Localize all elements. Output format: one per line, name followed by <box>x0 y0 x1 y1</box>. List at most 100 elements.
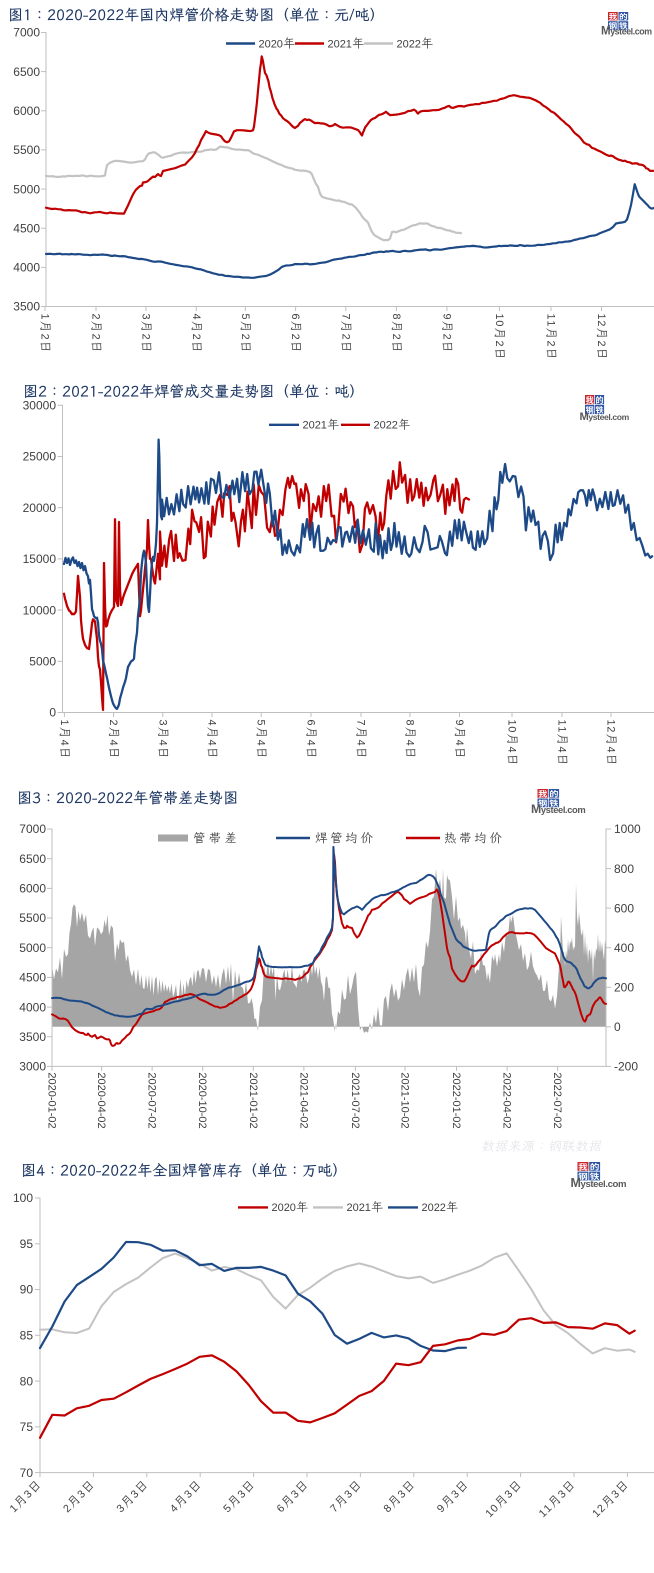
svg-text:1: 1 <box>605 720 617 726</box>
svg-text:7000: 7000 <box>19 822 46 836</box>
svg-text:85: 85 <box>20 1329 34 1343</box>
svg-text:80: 80 <box>20 1374 34 1388</box>
svg-text:2020-07-02: 2020-07-02 <box>146 1072 158 1128</box>
svg-text:0: 0 <box>493 320 505 326</box>
svg-text:7000: 7000 <box>13 26 40 40</box>
svg-text:1: 1 <box>58 720 70 726</box>
svg-text:4: 4 <box>453 740 465 746</box>
svg-text:2020-01-02: 2020-01-02 <box>46 1072 58 1128</box>
svg-text:5000: 5000 <box>29 655 56 669</box>
svg-text:5: 5 <box>255 720 267 726</box>
svg-text:4: 4 <box>255 740 267 746</box>
svg-text:1: 1 <box>556 720 568 726</box>
svg-text:4: 4 <box>605 747 617 753</box>
svg-text:2: 2 <box>493 341 505 347</box>
svg-text:400: 400 <box>614 941 634 955</box>
svg-text:4: 4 <box>506 747 518 753</box>
svg-text:6: 6 <box>289 314 301 320</box>
svg-text:0: 0 <box>278 1202 284 1214</box>
svg-text:4: 4 <box>355 740 367 746</box>
svg-text:4000: 4000 <box>13 261 40 275</box>
svg-text:10000: 10000 <box>23 603 57 617</box>
svg-text:-200: -200 <box>614 1060 638 1074</box>
svg-text:2: 2 <box>440 334 452 340</box>
svg-text:30000: 30000 <box>23 399 57 413</box>
svg-text:2: 2 <box>271 38 277 50</box>
svg-text:0: 0 <box>428 1202 434 1214</box>
svg-text:2: 2 <box>374 420 380 432</box>
svg-text:3000: 3000 <box>19 1060 46 1074</box>
svg-text:2: 2 <box>328 38 334 50</box>
svg-text:100: 100 <box>13 1191 33 1205</box>
svg-text:0: 0 <box>265 38 271 50</box>
svg-text:2: 2 <box>390 334 402 340</box>
svg-text:75: 75 <box>20 1420 34 1434</box>
svg-text:9: 9 <box>453 720 465 726</box>
svg-text:4000: 4000 <box>19 1000 46 1014</box>
svg-text:1: 1 <box>545 314 557 320</box>
svg-text:2: 2 <box>303 420 309 432</box>
svg-text:1: 1 <box>545 320 557 326</box>
svg-text:2: 2 <box>545 341 557 347</box>
svg-text:4: 4 <box>190 314 202 320</box>
svg-text:7: 7 <box>355 720 367 726</box>
svg-text:2: 2 <box>605 726 617 732</box>
svg-text:600: 600 <box>614 901 634 915</box>
svg-text:2021-01-02: 2021-01-02 <box>247 1072 259 1128</box>
svg-text:1: 1 <box>346 38 352 50</box>
svg-text:2: 2 <box>595 341 607 347</box>
svg-text:2: 2 <box>284 1202 290 1214</box>
svg-text:3500: 3500 <box>19 1030 46 1044</box>
svg-text:0: 0 <box>614 1020 621 1034</box>
svg-text:1: 1 <box>595 314 607 320</box>
svg-text:2022-07-02: 2022-07-02 <box>551 1072 563 1128</box>
svg-text:0: 0 <box>334 38 340 50</box>
svg-text:5: 5 <box>239 314 251 320</box>
svg-text:2: 2 <box>347 1202 353 1214</box>
svg-text:2: 2 <box>415 38 421 50</box>
svg-text:0: 0 <box>277 38 283 50</box>
svg-text:6000: 6000 <box>19 882 46 896</box>
svg-text:2020-04-02: 2020-04-02 <box>95 1072 107 1128</box>
svg-text:0: 0 <box>309 420 315 432</box>
svg-text:2: 2 <box>340 38 346 50</box>
svg-text:2: 2 <box>107 720 119 726</box>
svg-text:2: 2 <box>39 334 51 340</box>
svg-text:1000: 1000 <box>614 822 641 836</box>
svg-text:0: 0 <box>49 706 56 720</box>
svg-text:3: 3 <box>156 720 168 726</box>
svg-text:Mysteel.com: Mysteel.com <box>531 802 585 816</box>
svg-text:4: 4 <box>206 720 218 726</box>
svg-text:95: 95 <box>20 1237 34 1251</box>
svg-text:1: 1 <box>493 314 505 320</box>
svg-text:0: 0 <box>380 420 386 432</box>
svg-text:0: 0 <box>403 38 409 50</box>
svg-text:5500: 5500 <box>19 911 46 925</box>
svg-text:2: 2 <box>409 38 415 50</box>
svg-text:1: 1 <box>556 726 568 732</box>
svg-text:2: 2 <box>386 420 392 432</box>
svg-text:70: 70 <box>20 1466 34 1480</box>
svg-text:2: 2 <box>90 314 102 320</box>
svg-text:Mysteel.com: Mysteel.com <box>580 411 630 423</box>
svg-text:5500: 5500 <box>13 143 40 157</box>
svg-text:Mysteel.com: Mysteel.com <box>601 25 652 37</box>
svg-text:2: 2 <box>440 1202 446 1214</box>
svg-text:4: 4 <box>206 740 218 746</box>
svg-text:2022-01-02: 2022-01-02 <box>450 1072 462 1128</box>
svg-text:2020-10-02: 2020-10-02 <box>196 1072 208 1128</box>
svg-text:2: 2 <box>392 420 398 432</box>
svg-text:4: 4 <box>305 740 317 746</box>
svg-text:4: 4 <box>156 740 168 746</box>
svg-text:2022-04-02: 2022-04-02 <box>501 1072 513 1128</box>
svg-text:2: 2 <box>315 420 321 432</box>
svg-text:1: 1 <box>365 1202 371 1214</box>
svg-text:2: 2 <box>289 334 301 340</box>
svg-text:4: 4 <box>107 740 119 746</box>
svg-text:20000: 20000 <box>23 501 57 515</box>
svg-text:0: 0 <box>353 1202 359 1214</box>
svg-text:800: 800 <box>614 862 634 876</box>
svg-text:2: 2 <box>397 38 403 50</box>
svg-text:1: 1 <box>506 720 518 726</box>
svg-text:15000: 15000 <box>23 552 57 566</box>
